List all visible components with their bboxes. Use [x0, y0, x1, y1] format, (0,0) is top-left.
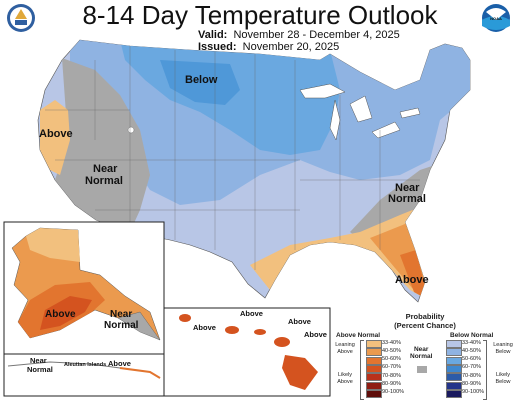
above-southeast-region — [250, 205, 428, 300]
above-range-label: 60-70% — [382, 364, 401, 371]
hawaii-label-above-2: Above — [240, 309, 263, 318]
alaska-label-near-1: Near — [110, 309, 132, 320]
alaska-label-near-2: Normal — [104, 320, 139, 331]
above-bracket — [360, 340, 364, 400]
label-near-east-1: Near — [395, 182, 420, 194]
above-swatch — [366, 356, 382, 365]
alaska-inset: Above Near Normal — [3, 221, 165, 355]
below-swatch — [446, 364, 462, 373]
legend-near-2: Normal — [410, 353, 433, 360]
legend-likely-below: Likely Below — [488, 372, 518, 385]
legend-likely-above-1: Likely — [337, 372, 353, 378]
state-borders — [45, 46, 420, 270]
below-swatch — [446, 340, 462, 348]
above-range-label: 70-80% — [382, 372, 401, 379]
commerce-seal-icon — [7, 4, 35, 32]
valid-label: Valid: — [198, 29, 228, 41]
hawaii-label-above-3: Above — [288, 317, 311, 326]
legend-near-normal: Near Normal — [410, 346, 432, 360]
above-west-region — [40, 100, 70, 175]
legend-likely-above: Likely Above — [330, 372, 360, 385]
below-range-label: 70-80% — [462, 372, 481, 379]
above-range-label: 90-100% — [382, 389, 405, 396]
legend-leaning-above: Leaning Above — [330, 342, 360, 355]
above-swatch — [366, 364, 382, 373]
below-range-label: 50-60% — [462, 356, 481, 363]
above-range-label: 40-50% — [382, 347, 401, 354]
legend-title: Probability (Percent Chance) — [330, 312, 520, 330]
page-title: 8-14 Day Temperature Outlook — [82, 0, 438, 30]
legend-above-header: Above Normal — [336, 332, 381, 339]
above-range-label: 33-40% — [382, 339, 401, 346]
above-range-label: 80-90% — [382, 381, 401, 387]
issued-line: Issued: November 20, 2025 — [198, 41, 339, 53]
below-swatch — [446, 389, 462, 398]
legend-leaning-above-1: Leaning — [335, 342, 355, 348]
valid-line: Valid: November 28 - December 4, 2025 — [198, 29, 400, 41]
alaska-label-above: Above — [45, 309, 76, 320]
label-near-east-2: Normal — [388, 193, 426, 205]
great-salt-lake — [127, 126, 135, 134]
label-below: Below — [185, 74, 218, 86]
below-range-label: 60-70% — [462, 364, 481, 371]
legend-below-header: Below Normal — [450, 332, 494, 339]
noaa-logo-icon: NOAA — [482, 4, 510, 32]
above-swatch — [366, 340, 382, 348]
issued-value: November 20, 2025 — [242, 41, 340, 53]
below-60-70-region — [160, 60, 240, 105]
legend-likely-below-2: Below — [495, 378, 511, 385]
legend-title-line-2: (Percent Chance) — [394, 321, 456, 330]
valid-value: November 28 - December 4, 2025 — [233, 29, 400, 41]
below-swatch — [446, 348, 462, 357]
below-range-label: 90-100% — [462, 389, 485, 396]
below-range-label: 40-50% — [462, 347, 481, 354]
noaa-logo-text: NOAA — [490, 16, 502, 21]
legend-near-normal-swatch — [417, 366, 427, 373]
aleutian-label-near-1: Near — [30, 356, 47, 365]
aleutian-inset: Near Normal Aleutian Islands Above — [3, 353, 165, 397]
legend-likely-above-2: Above — [337, 378, 353, 385]
above-swatch — [366, 373, 382, 382]
issued-label: Issued: — [198, 41, 237, 53]
label-above-west: Above — [39, 128, 73, 140]
above-50-60-florida-region — [400, 250, 428, 300]
legend-likely-below-1: Likely — [495, 372, 511, 378]
legend-title-line-1: Probability — [405, 312, 445, 321]
hawaii-label-above-4: Above — [304, 330, 327, 339]
below-range-label: 80-90% — [462, 381, 481, 387]
aleutian-label-near-2: Normal — [27, 365, 53, 374]
legend-leaning-above-2: Above — [337, 348, 353, 355]
legend-near-1: Near — [413, 346, 429, 353]
above-range-label: 50-60% — [382, 356, 401, 363]
below-swatch — [446, 356, 462, 365]
aleutian-label-above: Above — [108, 359, 131, 368]
label-near-west-1: Near — [93, 163, 118, 175]
legend-leaning-below-1: Leaning — [493, 342, 513, 348]
aleutian-islands-name: Aleutian Islands — [64, 362, 106, 368]
above-swatch — [366, 389, 382, 398]
hawaii-inset: Above Above Above Above — [163, 307, 331, 397]
legend-leaning-below: Leaning Below — [488, 342, 518, 355]
great-lakes — [299, 83, 421, 141]
below-swatch — [446, 381, 462, 390]
near-normal-west-region — [55, 58, 150, 232]
label-above-southeast: Above — [395, 274, 429, 286]
hawaii-label-above-1: Above — [193, 323, 216, 332]
label-near-west-2: Normal — [85, 175, 123, 187]
legend-leaning-below-2: Below — [495, 348, 511, 355]
below-bracket — [483, 340, 487, 400]
near-normal-east-region — [350, 160, 450, 240]
above-swatch — [366, 348, 382, 357]
legend: Probability (Percent Chance) Above Norma… — [330, 312, 520, 401]
below-range-label: 33-40% — [462, 339, 481, 346]
above-swatch — [366, 381, 382, 390]
below-swatch — [446, 373, 462, 382]
